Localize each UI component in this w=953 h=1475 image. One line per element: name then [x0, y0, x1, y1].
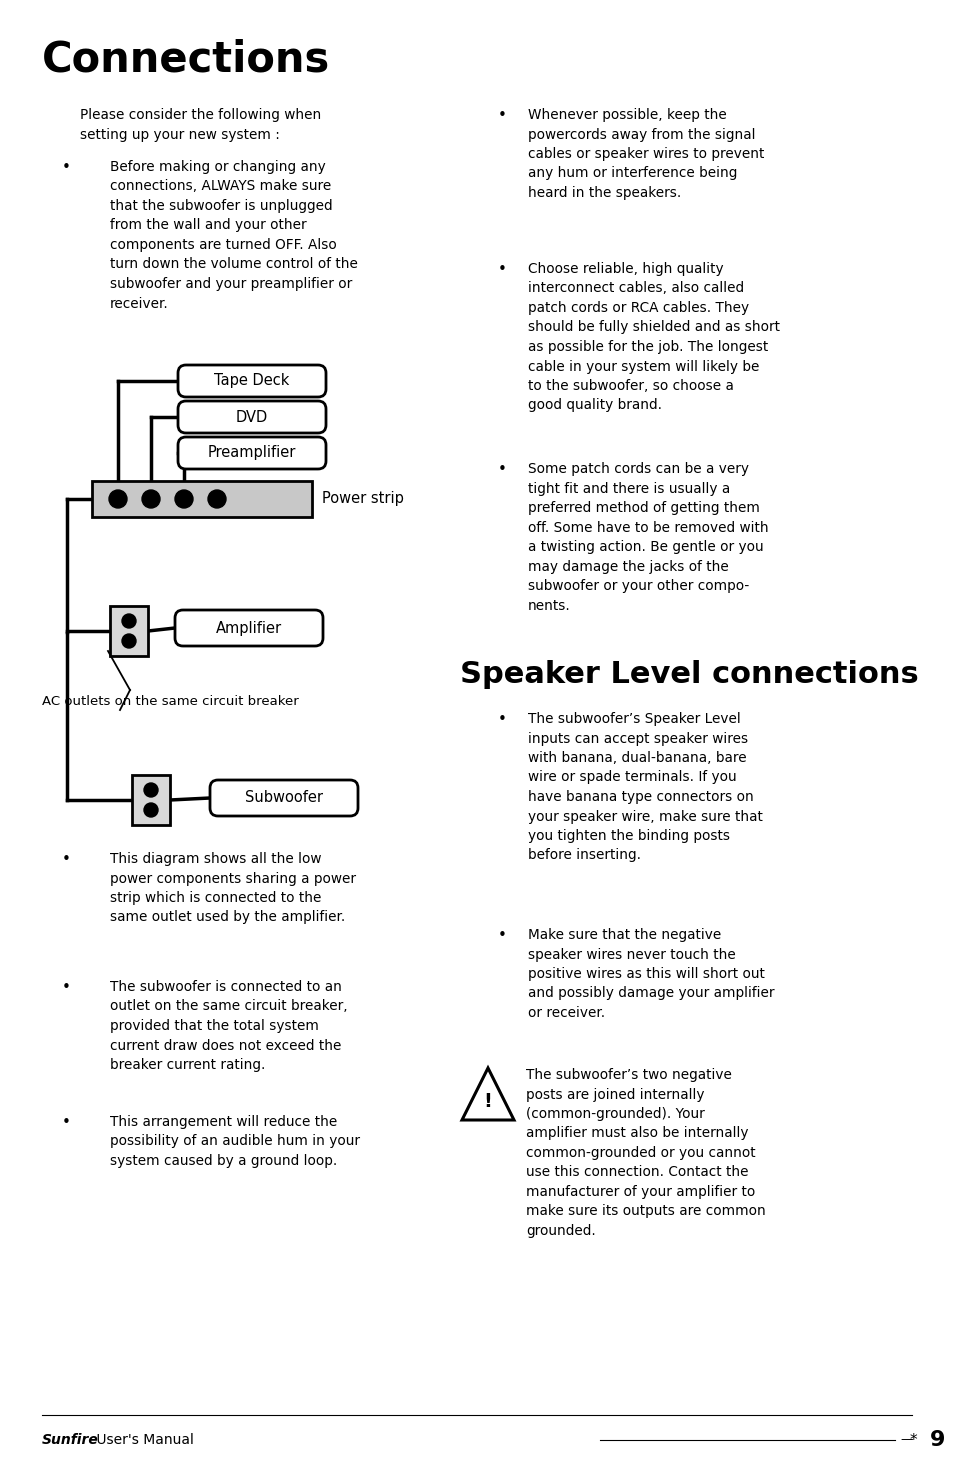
Text: Speaker Level connections: Speaker Level connections	[459, 659, 918, 689]
Text: •: •	[62, 979, 71, 996]
Text: —: —	[899, 1434, 911, 1447]
Text: Connections: Connections	[42, 38, 330, 80]
Text: 9: 9	[929, 1429, 944, 1450]
Circle shape	[144, 783, 158, 796]
Text: Before making or changing any
connections, ALWAYS make sure
that the subwoofer i: Before making or changing any connection…	[110, 159, 357, 311]
Text: Preamplifier: Preamplifier	[208, 445, 295, 460]
Circle shape	[109, 490, 127, 507]
Text: Power strip: Power strip	[322, 491, 403, 506]
Text: Amplifier: Amplifier	[215, 621, 282, 636]
Text: *: *	[909, 1432, 917, 1447]
Text: •: •	[62, 159, 71, 176]
Circle shape	[122, 634, 136, 648]
Text: Tape Deck: Tape Deck	[214, 373, 290, 388]
Text: This arrangement will reduce the
possibility of an audible hum in your
system ca: This arrangement will reduce the possibi…	[110, 1115, 359, 1168]
Text: Choose reliable, high quality
interconnect cables, also called
patch cords or RC: Choose reliable, high quality interconne…	[527, 263, 780, 413]
Text: Sunfire: Sunfire	[42, 1434, 99, 1447]
FancyBboxPatch shape	[210, 780, 357, 816]
Text: •: •	[62, 853, 71, 867]
Circle shape	[122, 614, 136, 628]
Circle shape	[142, 490, 160, 507]
Bar	[132, 774, 170, 825]
Circle shape	[174, 490, 193, 507]
FancyBboxPatch shape	[178, 364, 326, 397]
Text: •: •	[497, 712, 506, 727]
Text: The subwoofer is connected to an
outlet on the same circuit breaker,
provided th: The subwoofer is connected to an outlet …	[110, 979, 347, 1072]
FancyBboxPatch shape	[174, 611, 323, 646]
Text: •: •	[497, 928, 506, 943]
Text: Please consider the following when
setting up your new system :: Please consider the following when setti…	[80, 108, 321, 142]
Text: •: •	[497, 462, 506, 476]
Text: Make sure that the negative
speaker wires never touch the
positive wires as this: Make sure that the negative speaker wire…	[527, 928, 774, 1021]
Text: •: •	[497, 108, 506, 122]
Text: AC outlets on the same circuit breaker: AC outlets on the same circuit breaker	[42, 695, 298, 708]
Text: The subwoofer’s Speaker Level
inputs can accept speaker wires
with banana, dual-: The subwoofer’s Speaker Level inputs can…	[527, 712, 762, 863]
Text: Some patch cords can be a very
tight fit and there is usually a
preferred method: Some patch cords can be a very tight fit…	[527, 462, 768, 612]
FancyBboxPatch shape	[178, 401, 326, 434]
Circle shape	[208, 490, 226, 507]
Text: !: !	[483, 1093, 492, 1111]
Text: User's Manual: User's Manual	[91, 1434, 193, 1447]
Text: The subwoofer’s two negative
posts are joined internally
(common-grounded). Your: The subwoofer’s two negative posts are j…	[525, 1068, 765, 1238]
Circle shape	[144, 802, 158, 817]
Text: This diagram shows all the low
power components sharing a power
strip which is c: This diagram shows all the low power com…	[110, 853, 355, 925]
Bar	[110, 606, 148, 656]
FancyBboxPatch shape	[178, 437, 326, 469]
Text: •: •	[62, 1115, 71, 1130]
Bar	[91, 481, 312, 518]
Polygon shape	[461, 1068, 514, 1120]
Text: Subwoofer: Subwoofer	[245, 791, 323, 805]
Text: •: •	[497, 263, 506, 277]
Text: Whenever possible, keep the
powercords away from the signal
cables or speaker wi: Whenever possible, keep the powercords a…	[527, 108, 763, 201]
Text: DVD: DVD	[235, 410, 268, 425]
